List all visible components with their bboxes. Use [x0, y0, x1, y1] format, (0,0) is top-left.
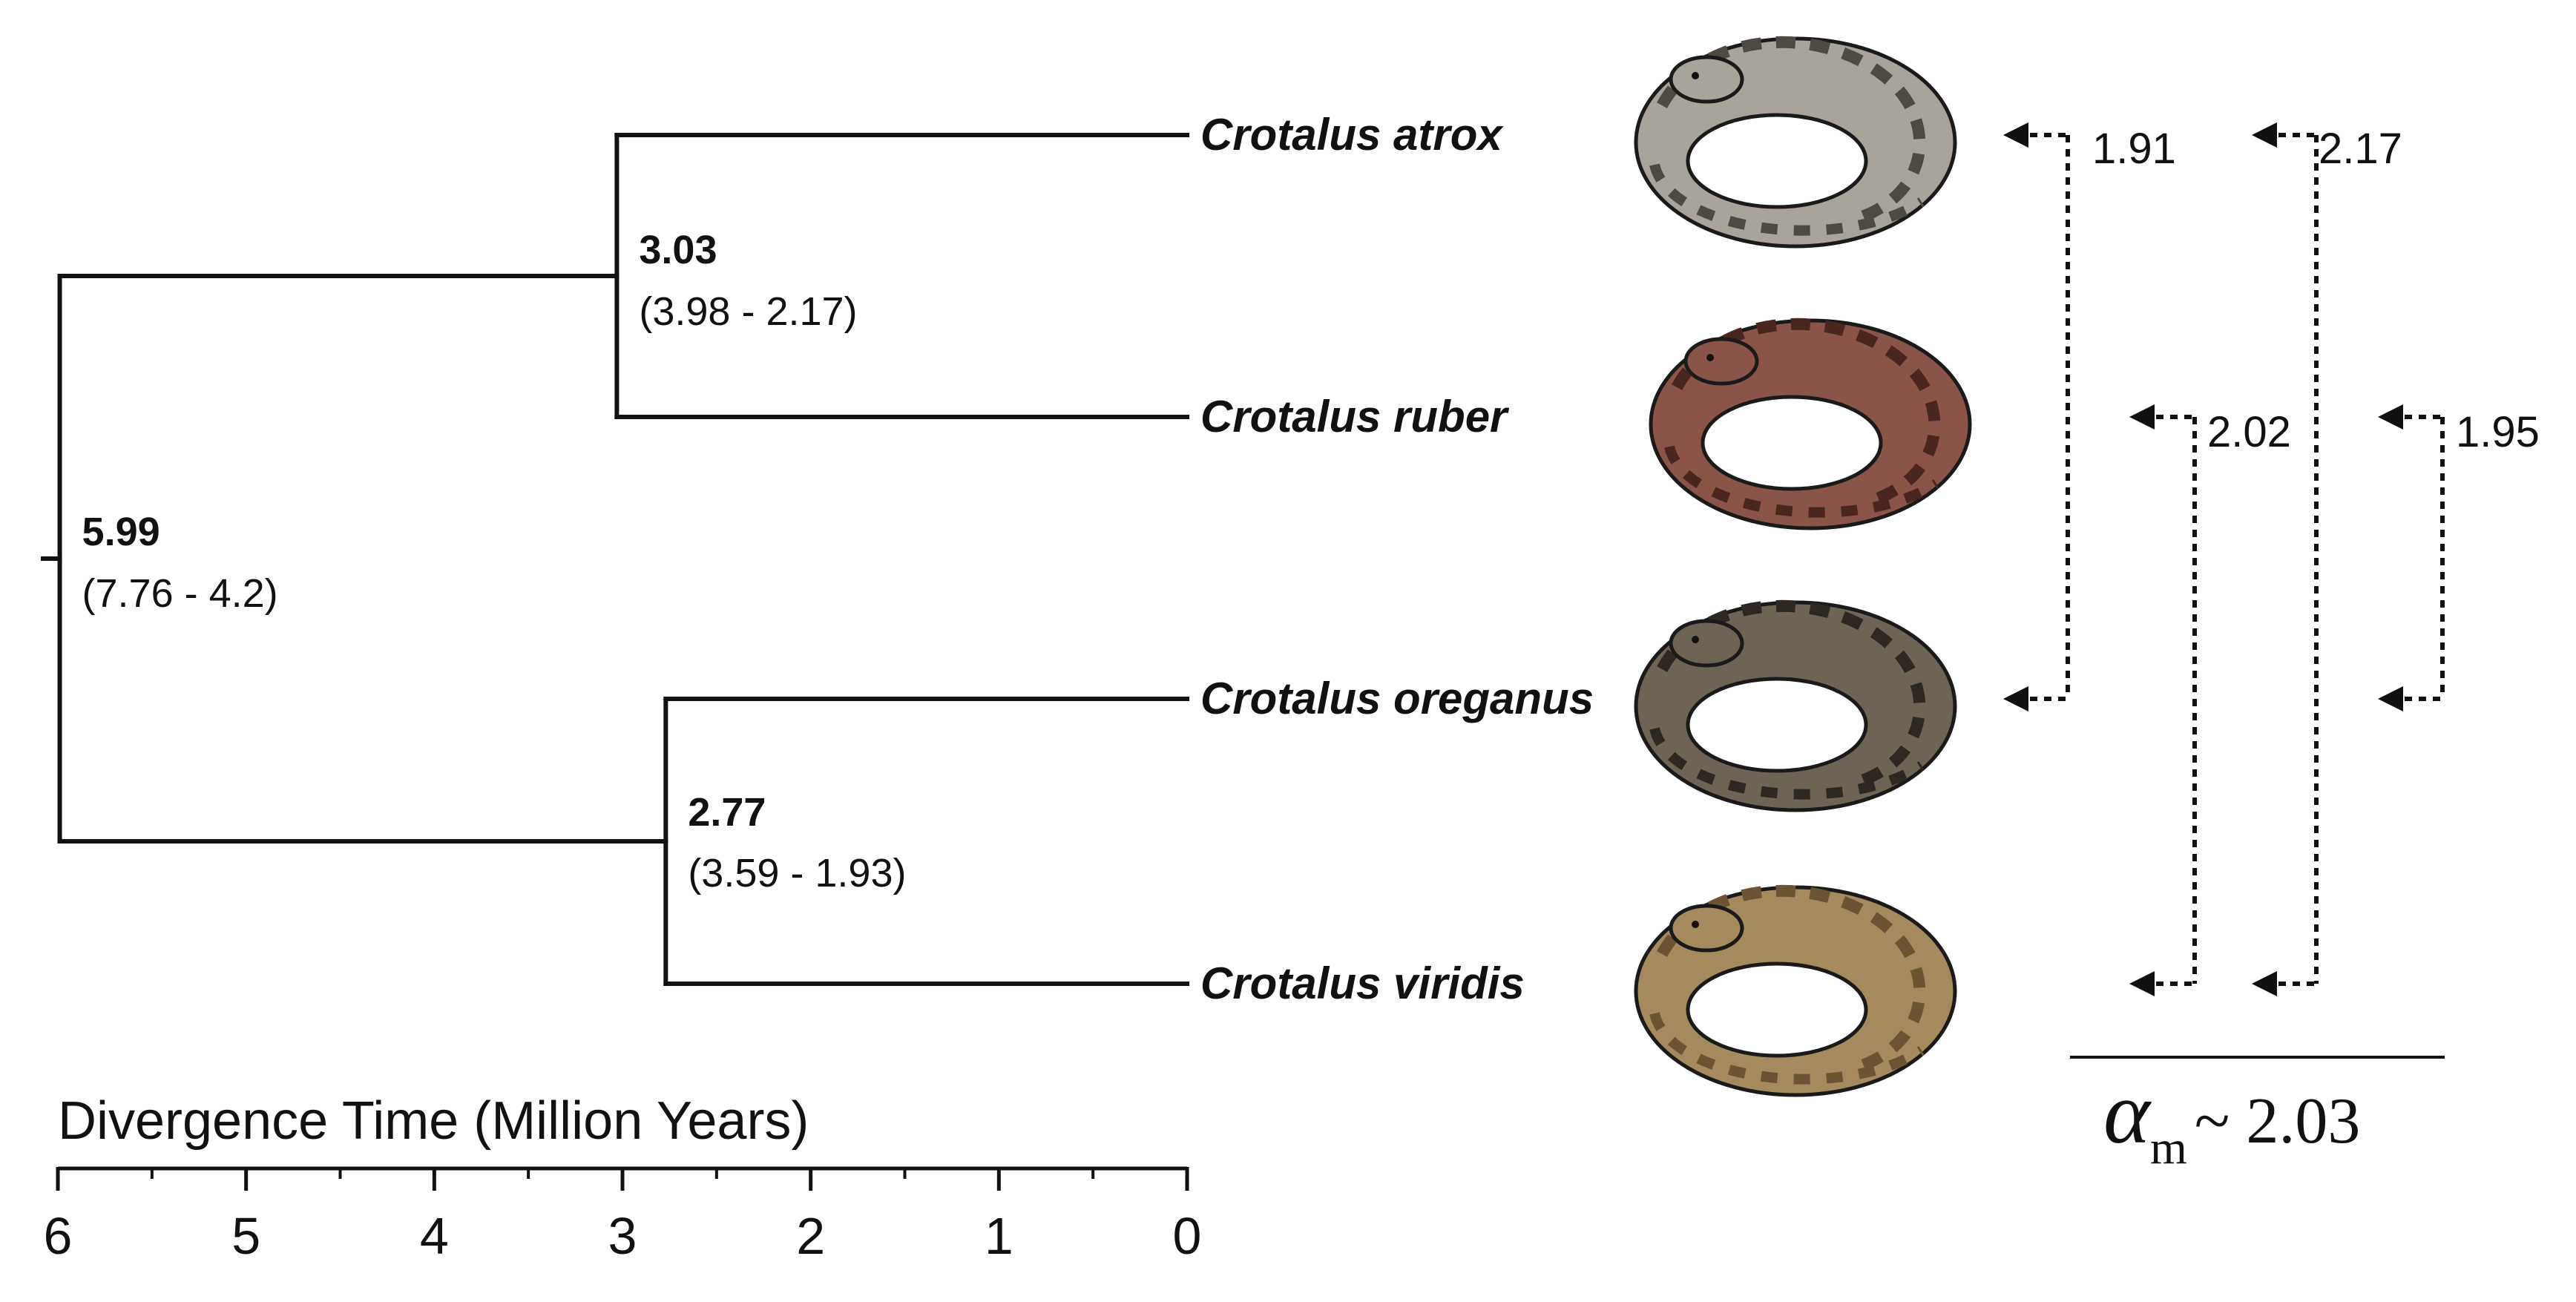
axis-tick-label: 4: [420, 1207, 449, 1265]
taxon-label: Crotalus ruber: [1200, 392, 1510, 441]
migration-arrows: 1.91 2.02 2.17 1.95: [2003, 122, 2540, 996]
snake-body-pattern: [1656, 884, 1926, 1071]
migration-arrowhead: [2252, 122, 2277, 148]
snake-head: [1669, 619, 1744, 668]
migration-arrowhead: [2378, 404, 2403, 430]
axis-tick-label: 1: [985, 1207, 1013, 1265]
alpha-symbol: α: [2103, 1063, 2152, 1162]
snake-icon: [1634, 599, 1957, 812]
phylogenetic-tree: 5.99 (7.76 - 4.2) 3.03 (3.98 - 2.17) 2.77 (3.…: [41, 110, 1594, 1008]
axis-tick-label: 2: [796, 1207, 825, 1265]
snake-coil-gap: [1686, 961, 1868, 1058]
snake-lower-pattern: [1649, 727, 1925, 800]
migration-rate-label: 1.95: [2456, 408, 2540, 456]
snake-lower-pattern: [1649, 1012, 1925, 1085]
snake-icon: [1634, 36, 1957, 249]
alpha-expression: αm ~ 2.03: [2103, 1063, 2360, 1174]
snake-head: [1669, 904, 1744, 953]
taxon-label: Crotalus atrox: [1200, 110, 1504, 160]
clade-1-interval-label: (3.98 - 2.17): [639, 289, 857, 334]
migration-arrowhead: [2003, 122, 2028, 148]
axis-tick-label: 0: [1173, 1207, 1202, 1265]
snake-icon: [1634, 884, 1957, 1097]
snake-body-pattern: [1671, 318, 1941, 504]
axis-tick-label: 6: [44, 1207, 73, 1265]
alpha-value: ~ 2.03: [2195, 1085, 2361, 1157]
axis-title: Divergence Time (Million Years): [58, 1091, 809, 1151]
root-age-label: 5.99: [82, 510, 160, 554]
snake-eye: [1692, 636, 1699, 643]
snake-head: [1683, 337, 1759, 386]
snake-coil-gap: [1686, 113, 1868, 209]
snake-coil-gap: [1701, 395, 1883, 491]
snake-body-pattern: [1656, 36, 1926, 223]
snake-head: [1669, 55, 1744, 104]
snake-eye: [1692, 72, 1699, 79]
alpha-summary: αm ~ 2.03: [2070, 1056, 2445, 1174]
time-axis: 6 5 4 3 2 1 0 Divergence Time (Million Years): [44, 1091, 1202, 1265]
snake-lower-pattern: [1664, 445, 1939, 518]
axis-tick-label: 5: [231, 1207, 260, 1265]
axis-tick-label: 3: [608, 1207, 637, 1265]
migration-arrowhead: [2252, 971, 2277, 996]
snake-icon: [1649, 318, 1972, 530]
taxon-label: Crotalus viridis: [1200, 959, 1525, 1008]
snake-coil-gap: [1686, 677, 1868, 773]
clade-1-age-label: 3.03: [639, 228, 717, 272]
migration-arrowhead: [2129, 404, 2155, 430]
snake-lower-pattern: [1649, 163, 1925, 236]
taxon-label: Crotalus oreganus: [1200, 674, 1594, 723]
migration-arrowhead: [2003, 686, 2028, 711]
snake-illustrations: [1634, 36, 1972, 1097]
snake-body-pattern: [1656, 599, 1926, 786]
migration-rate-label: 2.17: [2319, 125, 2402, 173]
snake-eye: [1692, 921, 1699, 928]
migration-arrowhead: [2378, 686, 2403, 711]
root-interval-label: (7.76 - 4.2): [82, 571, 278, 616]
clade-2-interval-label: (3.59 - 1.93): [688, 851, 906, 895]
alpha-subscript: m: [2150, 1121, 2187, 1174]
migration-rate-label: 1.91: [2092, 125, 2176, 173]
migration-rate-label: 2.02: [2207, 408, 2291, 456]
migration-arrowhead: [2129, 971, 2155, 996]
clade-2-age-label: 2.77: [688, 790, 766, 835]
snake-eye: [1706, 354, 1714, 361]
